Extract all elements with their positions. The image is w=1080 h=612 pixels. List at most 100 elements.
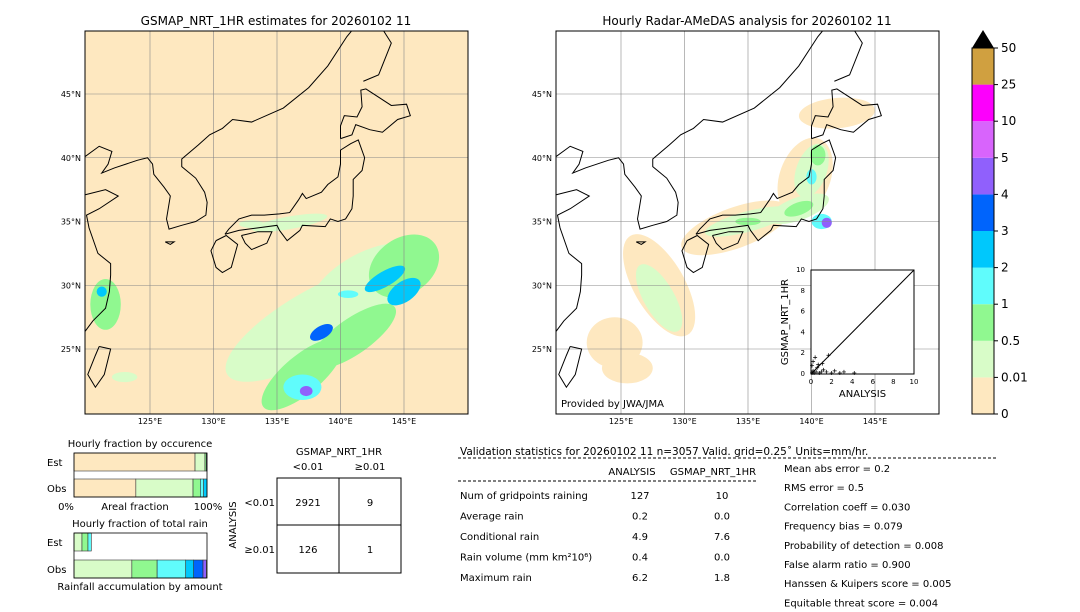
- coastline: [834, 31, 863, 82]
- rain-field: [556, 31, 939, 414]
- rain-cell: [90, 278, 121, 330]
- fraction-bar-segment: [193, 559, 204, 579]
- fraction-bar-segment: [192, 478, 201, 498]
- coastline: [224, 139, 366, 242]
- inset-y-tick: 4: [801, 328, 806, 336]
- rain-cell: [111, 371, 138, 383]
- scatter-point: [852, 370, 857, 375]
- inset-x-tick: 2: [829, 378, 833, 386]
- stats-header: Validation statistics for 20260102 11 n=…: [460, 446, 868, 458]
- inset-x-tick: 6: [871, 378, 876, 386]
- fraction-bar-segment: [156, 559, 187, 579]
- stats-score: Hanssen & Kuipers score = 0.005: [784, 579, 951, 590]
- colorbar-tick-label: 10: [1001, 114, 1016, 128]
- coastline: [711, 231, 744, 251]
- scatter-point: [820, 361, 825, 366]
- scatter-point: [817, 370, 822, 375]
- table-cell: 126: [298, 545, 317, 556]
- colorbar-tick-label: 3: [1001, 224, 1009, 238]
- rain-cell: [337, 290, 359, 298]
- coastline: [558, 345, 583, 389]
- lon-tick-label: 140°E: [799, 417, 823, 426]
- fraction-bar-segment: [73, 532, 83, 552]
- inset-y-tick: 8: [801, 287, 805, 295]
- stats-gsmap-value: 1.8: [714, 573, 730, 584]
- colorbar-segment: [972, 377, 994, 414]
- inset-ylabel: GSMAP_NRT_1HR: [780, 279, 791, 365]
- colorbar-tick-label: 5: [1001, 151, 1009, 165]
- stats-row-label: Rain volume (mm km²10⁶): [460, 553, 592, 564]
- axis-min-label: 0%: [58, 502, 74, 513]
- rain-cell: [810, 145, 826, 166]
- fraction-bar-segment: [135, 478, 194, 498]
- lat-tick-label: 30°N: [61, 281, 81, 290]
- coastline: [811, 88, 882, 140]
- colorbar-segment: [972, 194, 994, 231]
- fraction-frame: [73, 532, 208, 579]
- lat-tick-label: 35°N: [532, 218, 552, 227]
- fraction-bar-segment: [203, 478, 208, 498]
- lat-tick-label: 25°N: [61, 345, 81, 354]
- fraction-bar-segment: [73, 559, 133, 579]
- colorbar-segment: [972, 267, 994, 305]
- lon-tick-label: 125°E: [609, 417, 633, 426]
- coastline: [85, 189, 120, 332]
- stats-analysis-value: 0.2: [632, 512, 648, 523]
- scatter-point: [832, 368, 837, 373]
- scatter-point: [826, 353, 831, 358]
- stats-score: False alarm ratio = 0.900: [784, 560, 911, 571]
- stats-col-header: ANALYSIS: [608, 467, 655, 478]
- rain-cell: [821, 217, 832, 228]
- lon-tick-label: 140°E: [328, 417, 352, 426]
- colorbar-segment: [972, 84, 994, 122]
- colorbar-segment: [972, 340, 994, 378]
- inset-x-tick: 10: [910, 378, 919, 386]
- bar-label: Obs: [47, 484, 66, 495]
- bar-label: Est: [47, 458, 63, 469]
- stats-gsmap-value: 10: [716, 491, 729, 502]
- stats-row-label: Average rain: [460, 512, 524, 523]
- coastline: [87, 345, 112, 389]
- coastline: [165, 241, 176, 246]
- rain-cell: [310, 324, 333, 341]
- stats-score: Mean abs error = 0.2: [784, 464, 890, 475]
- credit-text: Provided by JWA/JMA: [561, 399, 664, 410]
- stats-gsmap-value: 0.0: [714, 553, 730, 564]
- rain-cell: [252, 213, 328, 232]
- colorbar-tick-label: 0.5: [1001, 334, 1020, 348]
- stats-score: Correlation coeff = 0.030: [784, 502, 910, 513]
- table-cell: 1: [367, 545, 373, 556]
- fraction-bar-segment: [185, 559, 195, 579]
- map-title: Hourly Radar-AMeDAS analysis for 2026010…: [602, 14, 891, 28]
- scatter-point: [816, 362, 821, 367]
- stats-analysis-value: 127: [630, 491, 649, 502]
- colorbar-segment: [972, 121, 994, 158]
- fraction-title: Hourly fraction by occurence: [68, 439, 212, 450]
- lon-tick-label: 135°E: [265, 417, 289, 426]
- fraction-bar-segment: [87, 532, 92, 552]
- lat-tick-label: 45°N: [532, 90, 552, 99]
- row-label: ANALYSIS: [228, 501, 239, 548]
- inset-x-tick: 8: [891, 378, 895, 386]
- inset-y-tick: 6: [801, 308, 806, 316]
- coastline: [340, 88, 411, 140]
- lon-tick-label: 145°E: [392, 417, 416, 426]
- scatter-point: [821, 367, 826, 372]
- fraction-xlabel: Areal fraction: [101, 502, 168, 513]
- fraction-bar-segment: [202, 559, 207, 579]
- colorbar-segment: [972, 304, 994, 341]
- stats-gsmap-value: 7.6: [714, 532, 730, 543]
- scatter-point: [813, 355, 818, 360]
- colorbar-tick-label: 25: [1001, 78, 1016, 92]
- colorbar-tick-label: 50: [1001, 41, 1016, 55]
- rain-cell: [635, 264, 683, 332]
- map-0: 125°E 130°E 135°E 140°E 145°E 25°N 30°N 35°N 40°…: [61, 14, 469, 426]
- rain-field: [85, 31, 468, 414]
- stats-row-label: Num of gridpoints raining: [460, 491, 588, 502]
- scatter-point: [841, 369, 846, 374]
- table-title: GSMAP_NRT_1HR: [296, 447, 382, 458]
- table-cell: 2921: [295, 498, 320, 509]
- fraction-bar-segment: [73, 478, 137, 498]
- colorbar-segment: [972, 157, 994, 195]
